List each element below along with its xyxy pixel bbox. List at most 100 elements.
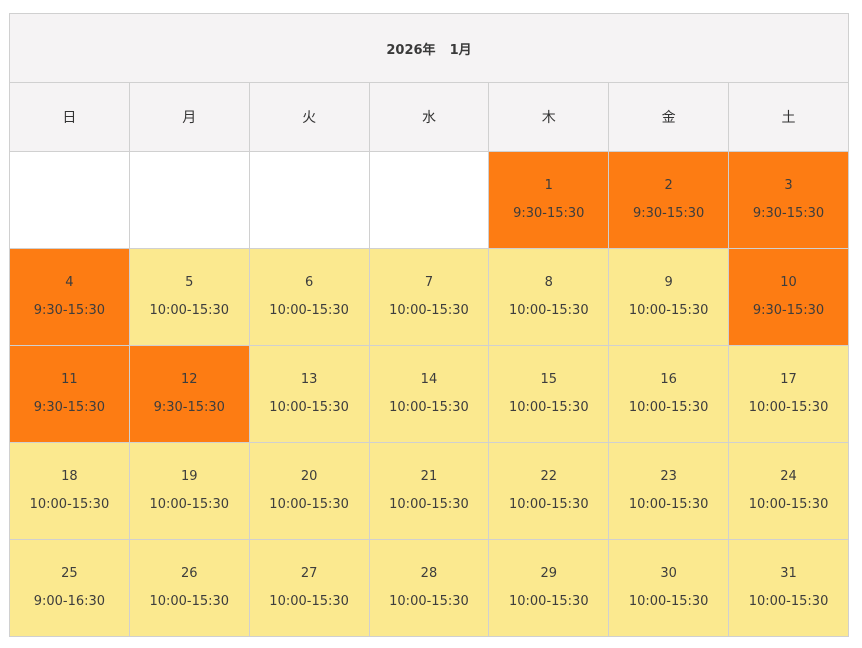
calendar-day-cell: 22 10:00-15:30	[488, 442, 610, 540]
day-number: 15	[540, 372, 558, 387]
weekday-thursday: 木	[488, 82, 610, 152]
calendar-day-cell: 5 10:00-15:30	[128, 248, 250, 346]
weekday-wednesday: 水	[368, 82, 490, 152]
calendar-day-cell: 16 10:00-15:30	[608, 345, 730, 443]
calendar-day-cell: 31 10:00-15:30	[728, 539, 849, 637]
day-hours: 10:00-15:30	[508, 400, 589, 415]
day-number: 16	[660, 372, 677, 387]
day-hours: 10:00-15:30	[748, 594, 829, 609]
day-number: 1	[544, 178, 553, 193]
day-number: 24	[780, 469, 797, 484]
day-hours: 10:00-15:30	[29, 497, 110, 512]
calendar-year: 2026年	[386, 42, 436, 58]
calendar-day-cell: 26 10:00-15:30	[128, 539, 250, 637]
calendar-week-row: 1 9:30-15:30 2 9:30-15:30 3 9:30-15:30	[9, 151, 849, 249]
day-hours: 10:00-15:30	[149, 497, 230, 512]
day-hours: 9:30-15:30	[752, 206, 825, 221]
weekday-header-row: 日 月 火 水 木 金 土	[9, 82, 849, 152]
day-number: 28	[420, 566, 438, 581]
calendar-day-cell: 12 9:30-15:30	[128, 345, 250, 443]
calendar-empty-cell	[128, 151, 250, 249]
calendar-day-cell: 18 10:00-15:30	[9, 442, 130, 540]
day-hours: 10:00-15:30	[269, 594, 349, 609]
day-number: 5	[185, 275, 194, 290]
day-hours: 10:00-15:30	[628, 400, 709, 415]
day-hours: 9:30-15:30	[153, 400, 225, 415]
day-hours: 10:00-15:30	[628, 497, 709, 512]
calendar-day-cell: 25 9:00-16:30	[9, 539, 130, 637]
day-hours: 10:00-15:30	[508, 303, 589, 318]
weekday-sunday: 日	[9, 82, 130, 152]
calendar-empty-cell	[368, 151, 490, 249]
calendar-day-cell: 23 10:00-15:30	[608, 442, 730, 540]
day-hours: 9:30-15:30	[33, 400, 106, 415]
calendar-day-cell: 2 9:30-15:30	[608, 151, 730, 249]
day-hours: 9:00-16:30	[33, 594, 106, 609]
day-number: 14	[420, 372, 438, 387]
day-hours: 10:00-15:30	[628, 594, 709, 609]
day-hours: 10:00-15:30	[508, 594, 589, 609]
day-number: 19	[180, 469, 198, 484]
calendar-day-cell: 13 10:00-15:30	[248, 345, 370, 443]
day-hours: 10:00-15:30	[269, 400, 349, 415]
calendar-week-row: 18 10:00-15:30 19 10:00-15:30 20 10:00-15:30 2…	[9, 442, 849, 540]
day-hours: 10:00-15:30	[508, 497, 589, 512]
calendar-week-row: 11 9:30-15:30 12 9:30-15:30 13 10:00-15:30 14 1…	[9, 345, 849, 443]
day-number: 20	[300, 469, 318, 484]
calendar-day-cell: 30 10:00-15:30	[608, 539, 730, 637]
day-hours: 10:00-15:30	[628, 303, 709, 318]
calendar-title: 2026年 1月	[9, 13, 849, 83]
calendar-day-cell: 8 10:00-15:30	[488, 248, 610, 346]
calendar-day-cell: 28 10:00-15:30	[368, 539, 490, 637]
calendar-day-cell: 27 10:00-15:30	[248, 539, 370, 637]
calendar-day-cell: 20 10:00-15:30	[248, 442, 370, 540]
day-number: 3	[784, 178, 793, 193]
day-number: 18	[61, 469, 78, 484]
day-hours: 10:00-15:30	[149, 594, 230, 609]
calendar-month: 1月	[449, 42, 472, 58]
day-number: 29	[540, 566, 558, 581]
calendar-day-cell: 7 10:00-15:30	[368, 248, 490, 346]
calendar-days: 1 9:30-15:30 2 9:30-15:30 3 9:30-15:30 4 9:30-1…	[9, 151, 849, 637]
day-hours: 10:00-15:30	[748, 497, 829, 512]
calendar-day-cell: 24 10:00-15:30	[728, 442, 849, 540]
day-number: 21	[420, 469, 438, 484]
calendar-title-row: 2026年 1月	[9, 13, 849, 83]
day-number: 17	[780, 372, 797, 387]
day-number: 10	[780, 275, 797, 290]
calendar-day-cell: 14 10:00-15:30	[368, 345, 490, 443]
day-hours: 10:00-15:30	[269, 497, 349, 512]
day-hours: 10:00-15:30	[748, 400, 829, 415]
calendar-day-cell: 3 9:30-15:30	[728, 151, 849, 249]
day-hours: 10:00-15:30	[389, 400, 469, 415]
day-hours: 10:00-15:30	[389, 594, 469, 609]
day-number: 12	[180, 372, 198, 387]
day-number: 7	[424, 275, 434, 290]
day-number: 31	[780, 566, 797, 581]
calendar-day-cell: 21 10:00-15:30	[368, 442, 490, 540]
day-number: 11	[61, 372, 78, 387]
calendar-week-row: 4 9:30-15:30 5 10:00-15:30 6 10:00-15:30 7 10:0…	[9, 248, 849, 346]
calendar-day-cell: 29 10:00-15:30	[488, 539, 610, 637]
calendar-empty-cell	[9, 151, 130, 249]
calendar-day-cell: 1 9:30-15:30	[488, 151, 610, 249]
calendar-day-cell: 17 10:00-15:30	[728, 345, 849, 443]
day-number: 8	[544, 275, 553, 290]
day-hours: 10:00-15:30	[269, 303, 349, 318]
day-number: 27	[300, 566, 318, 581]
day-number: 4	[65, 275, 74, 290]
business-calendar: 2026年 1月 日 月 火 水 木 金 土 1 9:30-15:30 2 9:30-1…	[9, 13, 849, 637]
weekday-tuesday: 火	[248, 82, 370, 152]
day-number: 30	[660, 566, 677, 581]
day-number: 2	[664, 178, 673, 193]
day-number: 9	[664, 275, 673, 290]
day-number: 23	[660, 469, 677, 484]
day-number: 6	[304, 275, 314, 290]
day-number: 13	[300, 372, 318, 387]
day-number: 25	[61, 566, 78, 581]
day-hours: 10:00-15:30	[389, 303, 469, 318]
weekday-friday: 金	[608, 82, 730, 152]
calendar-day-cell: 19 10:00-15:30	[128, 442, 250, 540]
calendar-day-cell: 10 9:30-15:30	[728, 248, 849, 346]
calendar-day-cell: 15 10:00-15:30	[488, 345, 610, 443]
